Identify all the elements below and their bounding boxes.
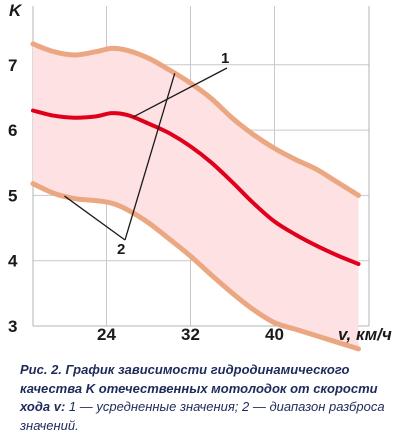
x-tick-label: 24 (97, 325, 116, 344)
leader-2-lower (64, 195, 126, 241)
y-tick-label: 7 (8, 56, 17, 75)
caption-text: 1 — усредненные зна­чения; 2 — диапазон … (20, 399, 385, 433)
x-axis-title: v, км/ч (338, 325, 392, 344)
x-tick-labels: 24 32 40 (97, 325, 284, 344)
y-tick-label: 3 (8, 317, 17, 336)
leader-2-upper (124, 73, 176, 241)
chart: 3 4 5 6 7 24 32 40 K v, км/ч 1 2 (8, 1, 392, 352)
y-axis-title: K (9, 1, 23, 20)
y-tick-label: 5 (8, 186, 17, 205)
mean-line (31, 108, 361, 266)
annotation-2: 2 (117, 241, 125, 258)
range-band (33, 43, 359, 349)
y-tick-labels: 3 4 5 6 7 (8, 56, 18, 336)
leader-1 (132, 67, 228, 118)
caption-figure-label: Рис. 2. График зависимости гидродинами­ч… (20, 362, 378, 414)
y-tick-label: 4 (8, 252, 18, 271)
y-tick-label: 6 (8, 121, 17, 140)
upper-bound-line (30, 41, 361, 198)
x-tick-label: 32 (181, 325, 200, 344)
lower-bound-line (30, 181, 361, 352)
annotation-leaders (64, 67, 228, 241)
figure-caption: Рис. 2. График зависимости гидродинами­ч… (20, 361, 398, 435)
x-tick-label: 40 (265, 325, 284, 344)
annotation-1: 1 (221, 50, 229, 67)
